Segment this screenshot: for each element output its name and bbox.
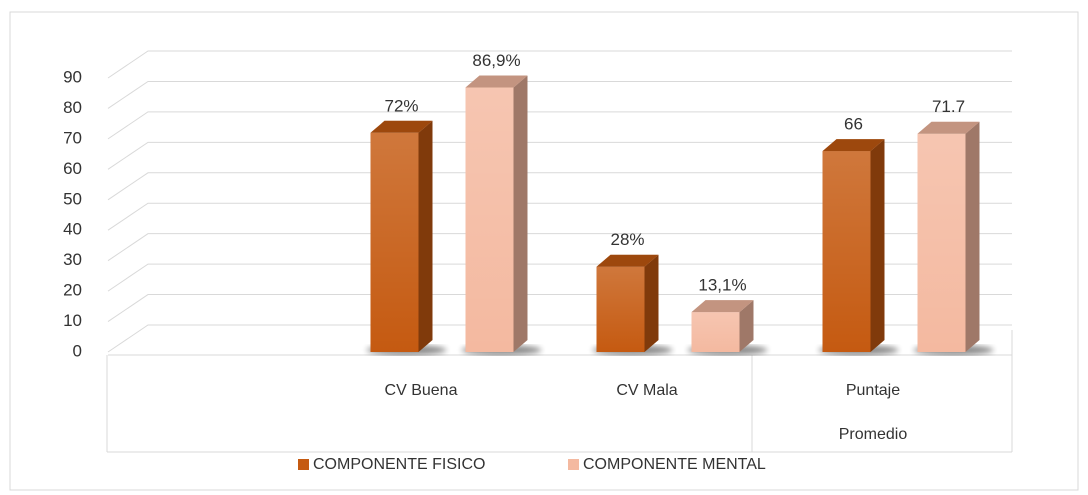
y-tick-label: 80 <box>63 98 82 117</box>
bar-top <box>691 300 754 313</box>
grid-line <box>107 50 1012 79</box>
bar-top-shade <box>596 254 659 267</box>
bar-top-shade <box>822 139 885 152</box>
grid-line <box>107 111 1012 140</box>
y-tick-label: 90 <box>63 67 82 86</box>
y-tick-label: 10 <box>63 311 82 330</box>
x-tick-label: Puntaje Promedio <box>838 382 908 443</box>
bar-shine <box>822 151 871 352</box>
y-tick-label: 70 <box>63 128 82 147</box>
bar-top-shade <box>370 120 433 133</box>
bar-top <box>822 139 885 152</box>
bar-shine <box>465 87 514 352</box>
data-label: 72% <box>384 96 418 115</box>
grid-line <box>107 172 1012 201</box>
bar-side-shade <box>644 254 659 352</box>
bar-shine <box>370 132 419 352</box>
y-tick-label: 40 <box>63 220 82 239</box>
bar-side-shade <box>418 120 433 352</box>
y-tick-label: 30 <box>63 250 82 269</box>
legend-marker <box>298 459 309 470</box>
y-tick-label: 60 <box>63 159 82 178</box>
bar-side <box>870 139 885 352</box>
y-tick-label: 0 <box>73 341 82 360</box>
data-label: 13,1% <box>698 276 746 295</box>
data-label: 86,9% <box>472 51 520 70</box>
bar-side <box>965 121 980 352</box>
legend-label: COMPONENTE FISICO <box>313 456 485 473</box>
bar-top-shade <box>691 300 754 313</box>
chart-border <box>9 11 1079 491</box>
bar-top <box>917 121 980 134</box>
bar-top <box>465 75 528 88</box>
bar-side-shade <box>513 75 528 352</box>
bar-shine <box>596 266 645 352</box>
bar-shine <box>691 312 740 352</box>
grid-line <box>107 80 1012 109</box>
grid-line <box>107 202 1012 231</box>
y-tick-label: 50 <box>63 189 82 208</box>
bar-top <box>596 254 659 267</box>
x-tick-label: CV Mala <box>616 382 678 399</box>
legend-marker <box>568 459 579 470</box>
data-label: 66 <box>844 115 863 134</box>
legend-label: COMPONENTE MENTAL <box>583 456 766 473</box>
data-label: 28% <box>610 230 644 249</box>
bar-side <box>418 120 433 352</box>
grid-line <box>107 294 1012 322</box>
bar-side <box>739 300 754 352</box>
x-tick-label: CV Buena <box>384 382 458 399</box>
bar-top-shade <box>465 75 528 88</box>
bar-side-shade <box>965 121 980 352</box>
bar-side <box>644 254 659 352</box>
bar-top-shade <box>917 121 980 134</box>
grid-line <box>107 141 1012 170</box>
y-tick-label: 20 <box>63 281 82 300</box>
grid-line <box>107 233 1012 262</box>
bar-shine <box>917 133 966 352</box>
data-label: 71.7 <box>932 97 965 116</box>
bar-side <box>513 75 528 352</box>
bar-top <box>370 120 433 133</box>
bar-side-shade <box>739 300 754 352</box>
grid-line <box>107 263 1012 292</box>
bar-side-shade <box>870 139 885 352</box>
